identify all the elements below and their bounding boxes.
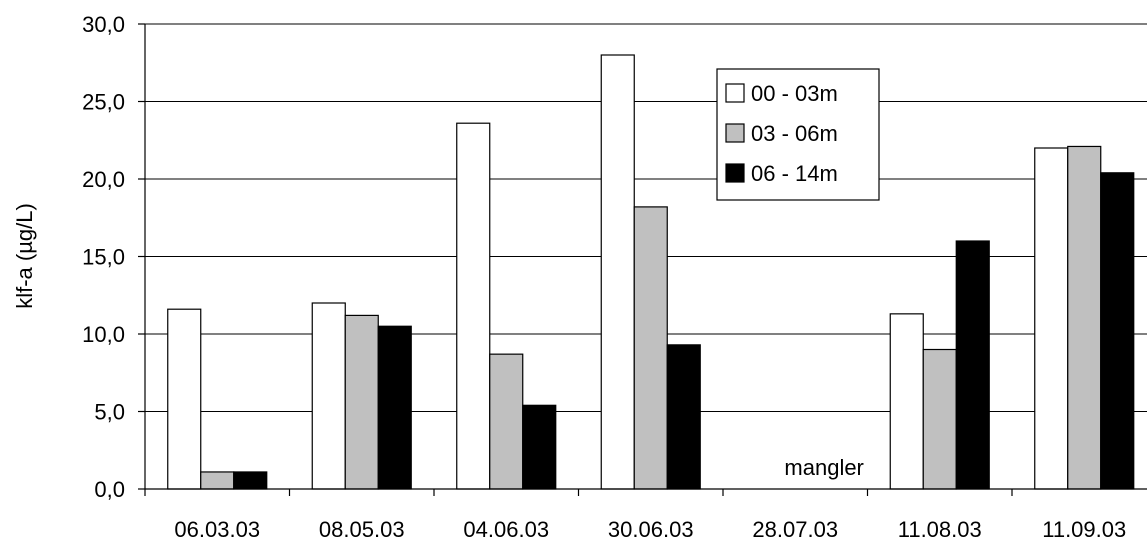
- bar: [633, 206, 668, 490]
- x-tick-label: 11.09.03: [1042, 517, 1126, 542]
- x-tick-label: 11.08.03: [898, 517, 982, 542]
- legend-label: 00 - 03m: [751, 81, 838, 106]
- x-tick-label: 04.06.03: [463, 517, 549, 542]
- x-tick-label: 28.07.03: [752, 517, 838, 542]
- y-tick-label: 5,0: [94, 400, 125, 425]
- bar: [233, 471, 268, 490]
- bar: [311, 302, 346, 490]
- legend: 00 - 03m 03 - 06m 06 - 14m: [716, 68, 880, 201]
- legend-swatch: [725, 163, 745, 183]
- y-tick-label: 30,0: [82, 12, 125, 37]
- bar: [489, 353, 524, 490]
- y-tick-labels: 0,0 5,0 10,0 15,0 20,0 25,0 30,0: [82, 12, 145, 502]
- bar: [889, 313, 924, 490]
- legend-label: 06 - 14m: [751, 161, 838, 186]
- bar: [456, 122, 491, 490]
- x-tick-label: 30.06.03: [608, 517, 694, 542]
- bar: [666, 344, 701, 490]
- bar: [1067, 145, 1102, 490]
- y-axis-label: klf-a (µg/L): [12, 203, 37, 309]
- bar: [344, 314, 379, 490]
- bar: [200, 471, 235, 490]
- bar: [522, 404, 557, 490]
- missing-data-annotation: mangler: [784, 455, 863, 480]
- bar: [1034, 147, 1069, 490]
- y-tick-label: 25,0: [82, 90, 125, 115]
- y-tick-label: 15,0: [82, 245, 125, 270]
- bar: [955, 240, 990, 490]
- bar: [600, 54, 635, 490]
- x-tick-labels: 06.03.03 08.05.03 04.06.03 30.06.03 28.07.03…: [144, 489, 1126, 542]
- bar: [1100, 172, 1135, 490]
- y-tick-label: 20,0: [82, 167, 125, 192]
- y-tick-label: 0,0: [94, 477, 125, 502]
- bar: [167, 308, 202, 490]
- legend-label: 03 - 06m: [751, 121, 838, 146]
- x-tick-label: 06.03.03: [174, 517, 260, 542]
- bar: [922, 348, 957, 490]
- legend-swatch: [725, 83, 745, 103]
- bar: [377, 325, 412, 490]
- legend-swatch: [725, 123, 745, 143]
- bars: [167, 54, 1135, 490]
- y-tick-label: 10,0: [82, 322, 125, 347]
- x-tick-label: 08.05.03: [319, 517, 405, 542]
